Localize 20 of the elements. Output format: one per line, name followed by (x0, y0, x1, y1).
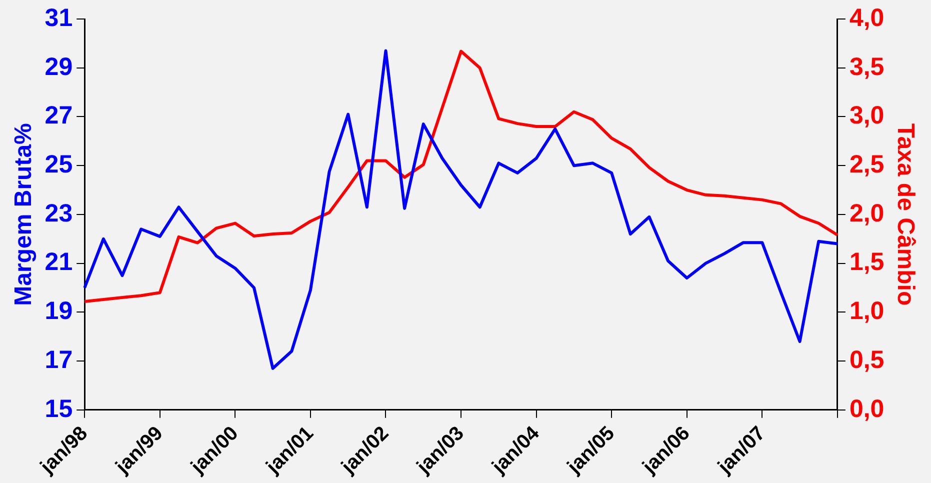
y2-tick-label: 2,0 (849, 199, 884, 228)
y-tick-label: 17 (44, 346, 73, 374)
y2-tick-label: 1,5 (849, 248, 884, 276)
y-tick-label: 21 (44, 248, 73, 276)
y2-tick-label: 4,0 (849, 4, 884, 32)
y-tick-label: 15 (44, 394, 73, 423)
y-tick-label: 29 (44, 52, 73, 81)
y-tick-label: 23 (44, 199, 73, 228)
y-tick-label: 31 (44, 4, 73, 32)
y-tick-label: 19 (44, 297, 73, 326)
y-tick-label: 25 (44, 150, 73, 178)
y-axis-title: Margem Bruta% (10, 123, 38, 306)
y2-tick-label: 3,5 (849, 52, 884, 81)
y2-axis-title: Taxa de Câmbio (892, 123, 919, 306)
y2-tick-label: 2,5 (849, 150, 884, 178)
y-tick-label: 27 (44, 102, 73, 130)
y2-tick-label: 1,0 (849, 297, 884, 326)
y2-tick-label: 0,5 (849, 346, 884, 374)
y2-tick-label: 0,0 (849, 394, 884, 423)
y2-tick-label: 3,0 (849, 102, 884, 130)
